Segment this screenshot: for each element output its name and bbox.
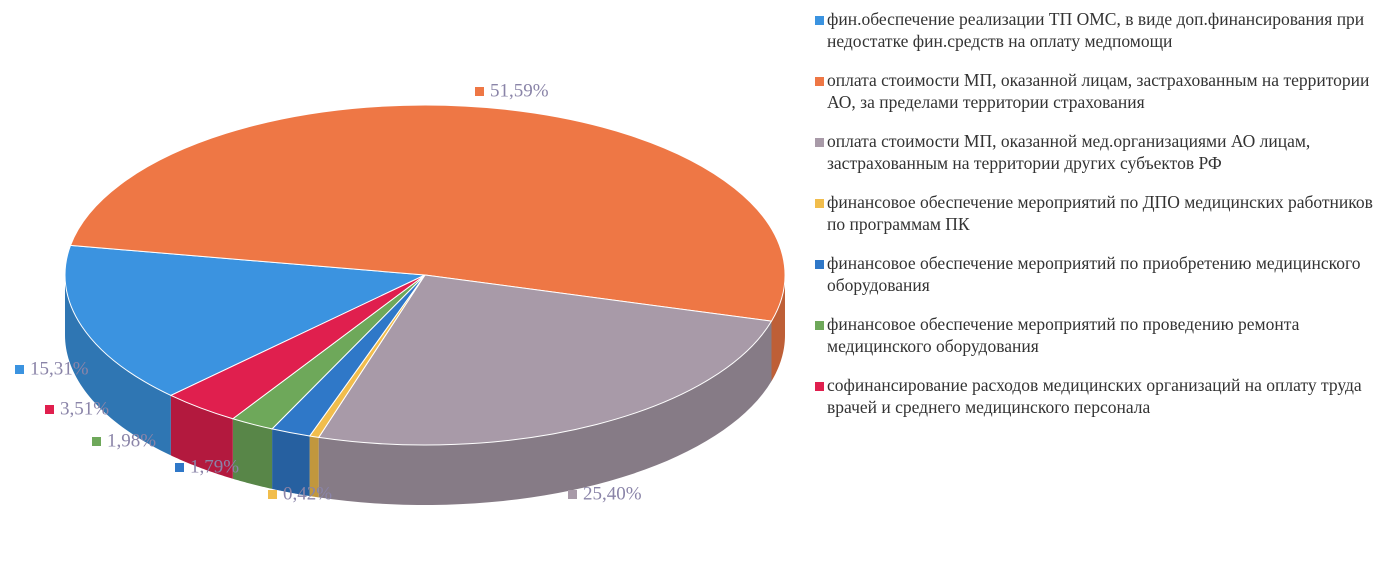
value-label: 15,31% xyxy=(30,358,89,379)
legend-item: фин.обеспечение реализации ТП ОМС, в вид… xyxy=(815,8,1395,52)
legend-item: финансовое обеспечение мероприятий по ДП… xyxy=(815,191,1395,235)
legend-item: оплата стоимости МП, оказанной мед.орган… xyxy=(815,130,1395,174)
slice-side xyxy=(272,428,310,497)
pie-sides xyxy=(65,275,785,505)
label-marker xyxy=(92,437,101,446)
legend-text: оплата стоимости МП, оказанной лицам, за… xyxy=(827,70,1370,112)
legend-swatch xyxy=(815,77,824,86)
value-label: 3,51% xyxy=(60,398,109,419)
legend-item: оплата стоимости МП, оказанной лицам, за… xyxy=(815,69,1395,113)
value-label: 25,40% xyxy=(583,483,642,504)
label-marker xyxy=(15,365,24,374)
slice-side xyxy=(170,395,233,479)
legend-swatch xyxy=(815,16,824,25)
slice-side xyxy=(771,275,785,382)
slice-side xyxy=(309,436,319,498)
label-marker xyxy=(475,87,484,96)
legend-text: финансовое обеспечение мероприятий по пр… xyxy=(827,253,1361,295)
slice xyxy=(169,274,426,420)
value-label: 0,42% xyxy=(283,483,332,504)
slice xyxy=(69,104,786,322)
value-label: 51,59% xyxy=(490,80,549,101)
legend-swatch xyxy=(815,382,824,391)
legend-text: финансовое обеспечение мероприятий по ДП… xyxy=(827,192,1373,234)
slice-side xyxy=(318,321,772,505)
label-marker xyxy=(268,490,277,499)
value-label: 1,98% xyxy=(107,430,156,451)
legend-item: софинансирование расходов медицинских ор… xyxy=(815,374,1395,418)
legend-text: оплата стоимости МП, оказанной мед.орган… xyxy=(827,131,1311,173)
value-label: 1,79% xyxy=(190,456,239,477)
slice-side xyxy=(232,418,273,489)
legend-text: фин.обеспечение реализации ТП ОМС, в вид… xyxy=(827,9,1365,51)
pie-area: 15,31% 51,59% 25,40% 0,42% 1,79% 1,98% 3,51% xyxy=(15,80,786,505)
legend-swatch xyxy=(815,321,824,330)
label-marker xyxy=(175,463,184,472)
slice xyxy=(64,244,427,396)
legend-item: финансовое обеспечение мероприятий по пр… xyxy=(815,252,1395,296)
legend-text: софинансирование расходов медицинских ор… xyxy=(827,375,1362,417)
label-marker xyxy=(45,405,54,414)
label-marker xyxy=(568,490,577,499)
slice xyxy=(317,274,773,446)
legend-swatch xyxy=(815,199,824,208)
legend-item: финансовое обеспечение мероприятий по пр… xyxy=(815,313,1395,357)
legend: фин.обеспечение реализации ТП ОМС, в вид… xyxy=(815,8,1395,435)
legend-swatch xyxy=(815,260,824,269)
legend-text: финансовое обеспечение мероприятий по пр… xyxy=(827,314,1300,356)
legend-swatch xyxy=(815,138,824,147)
slice-side xyxy=(65,275,171,456)
